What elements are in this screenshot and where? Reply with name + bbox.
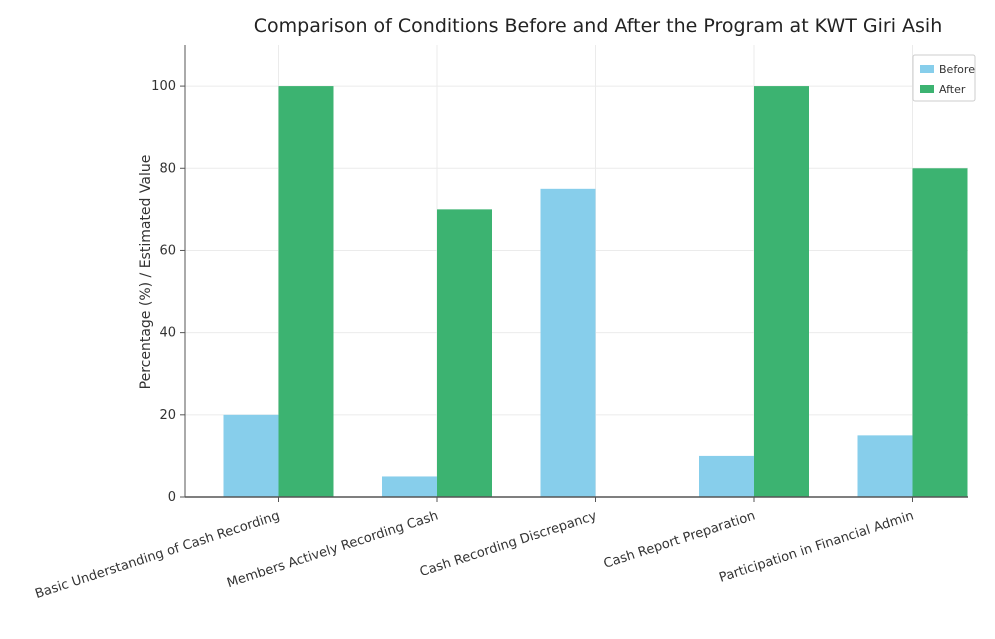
- y-tick-label: 80: [159, 161, 176, 176]
- bar-after-2: [437, 209, 492, 497]
- legend-label-before: Before: [939, 63, 975, 76]
- legend: Before After: [912, 54, 976, 102]
- y-tick-label: 100: [151, 79, 176, 94]
- y-tick-label: 0: [168, 490, 176, 505]
- bar-before-5: [857, 435, 913, 497]
- bar-after-5: [912, 168, 968, 498]
- y-tick-label: 40: [159, 326, 176, 341]
- y-tick-label: 60: [159, 243, 176, 258]
- bar-before-1: [223, 414, 279, 497]
- y-tick-label: 20: [159, 408, 176, 423]
- legend-swatch-after: [920, 85, 934, 93]
- chart-title: Comparison of Conditions Before and Afte…: [254, 15, 943, 37]
- bar-after-4: [754, 86, 809, 497]
- x-tick-label: Cash Recording Discrepancy: [418, 508, 599, 580]
- bar-before-4: [699, 455, 754, 497]
- legend-label-after: After: [939, 83, 966, 96]
- legend-swatch-before: [920, 65, 934, 73]
- bar-before-2: [382, 476, 437, 497]
- bars: [223, 86, 968, 498]
- axes: 0 20 40 60 80 100 Basic Understanding of Cash …: [33, 45, 968, 602]
- x-tick-label: Cash Report Preparation: [602, 509, 757, 572]
- bar-after-1: [278, 86, 334, 497]
- bar-before-3: [540, 188, 596, 497]
- y-axis-label: Percentage (%) / Estimated Value: [138, 155, 154, 390]
- x-tick-label: Basic Understanding of Cash Recording: [33, 509, 281, 602]
